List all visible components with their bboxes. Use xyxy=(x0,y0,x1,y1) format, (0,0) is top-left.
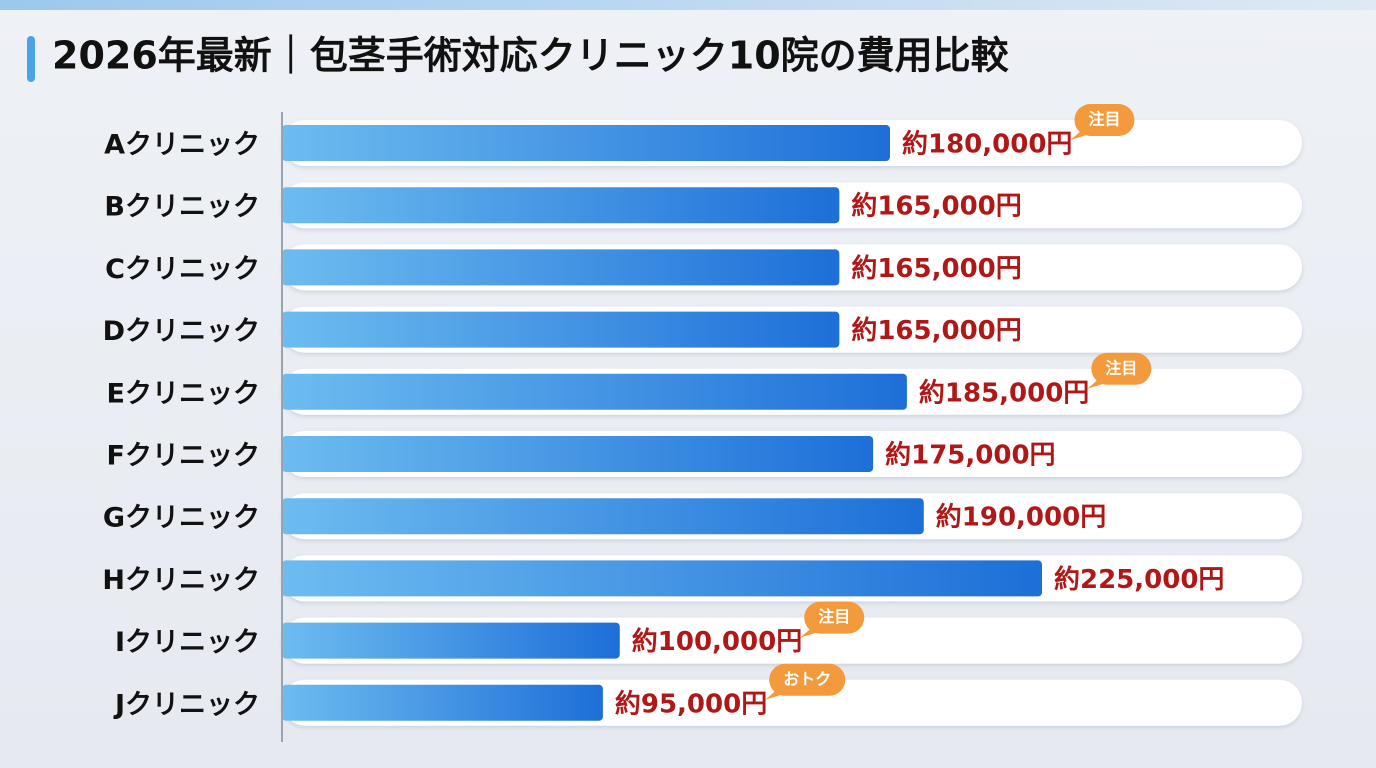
bar xyxy=(282,125,890,161)
bar xyxy=(282,311,840,348)
value-label: 約185,000円 xyxy=(919,377,1089,408)
bar xyxy=(282,498,924,535)
bar xyxy=(282,187,840,224)
value-label: 約165,000円 xyxy=(851,191,1021,222)
badge-label: 注目 xyxy=(818,607,850,626)
title-accent xyxy=(27,36,35,82)
badge-tail xyxy=(800,625,827,638)
category-label: Bクリニック xyxy=(104,192,260,223)
category-label: Iクリニック xyxy=(115,627,260,658)
value-label: 約165,000円 xyxy=(851,253,1021,284)
bar xyxy=(282,560,1042,597)
value-label: 約190,000円 xyxy=(936,502,1106,533)
badge-bubble xyxy=(1091,352,1152,385)
bar xyxy=(282,684,603,721)
badge: 注目 xyxy=(1070,104,1135,140)
category-label: Cクリニック xyxy=(105,254,260,285)
bar xyxy=(282,436,874,472)
badge: おトク xyxy=(765,663,846,700)
badge-tail xyxy=(765,687,792,700)
value-label: 約175,000円 xyxy=(885,440,1055,471)
value-label: 約180,000円 xyxy=(902,129,1072,160)
badge-bubble xyxy=(804,601,865,634)
category-label: Eクリニック xyxy=(107,378,260,409)
bar xyxy=(282,249,840,286)
category-label: Fクリニック xyxy=(107,441,260,472)
chart-title: 2026年最新｜包茎手術対応クリニック10院の費用比較 xyxy=(52,34,1010,78)
value-label: 約95,000円 xyxy=(615,688,767,719)
badge-label: 注目 xyxy=(1088,110,1120,129)
category-label: Jクリニック xyxy=(113,689,260,720)
value-label: 約225,000円 xyxy=(1054,564,1224,595)
badge-label: おトク xyxy=(783,669,831,688)
badge-tail xyxy=(1070,128,1097,140)
category-label: Dクリニック xyxy=(103,316,260,347)
top-strip xyxy=(0,0,1376,10)
badge: 注目 xyxy=(1087,352,1152,389)
badge-label: 注目 xyxy=(1105,358,1137,377)
category-label: Hクリニック xyxy=(102,565,260,596)
category-label: Gクリニック xyxy=(103,503,260,534)
value-label: 約165,000円 xyxy=(851,315,1021,346)
badge-bubble xyxy=(769,663,846,696)
bar xyxy=(282,373,907,410)
category-label: Aクリニック xyxy=(104,130,260,161)
badge: 注目 xyxy=(800,601,865,638)
bar xyxy=(282,622,620,659)
value-label: 約100,000円 xyxy=(632,626,802,657)
badge-bubble xyxy=(1074,104,1135,136)
badge-tail xyxy=(1087,376,1114,389)
